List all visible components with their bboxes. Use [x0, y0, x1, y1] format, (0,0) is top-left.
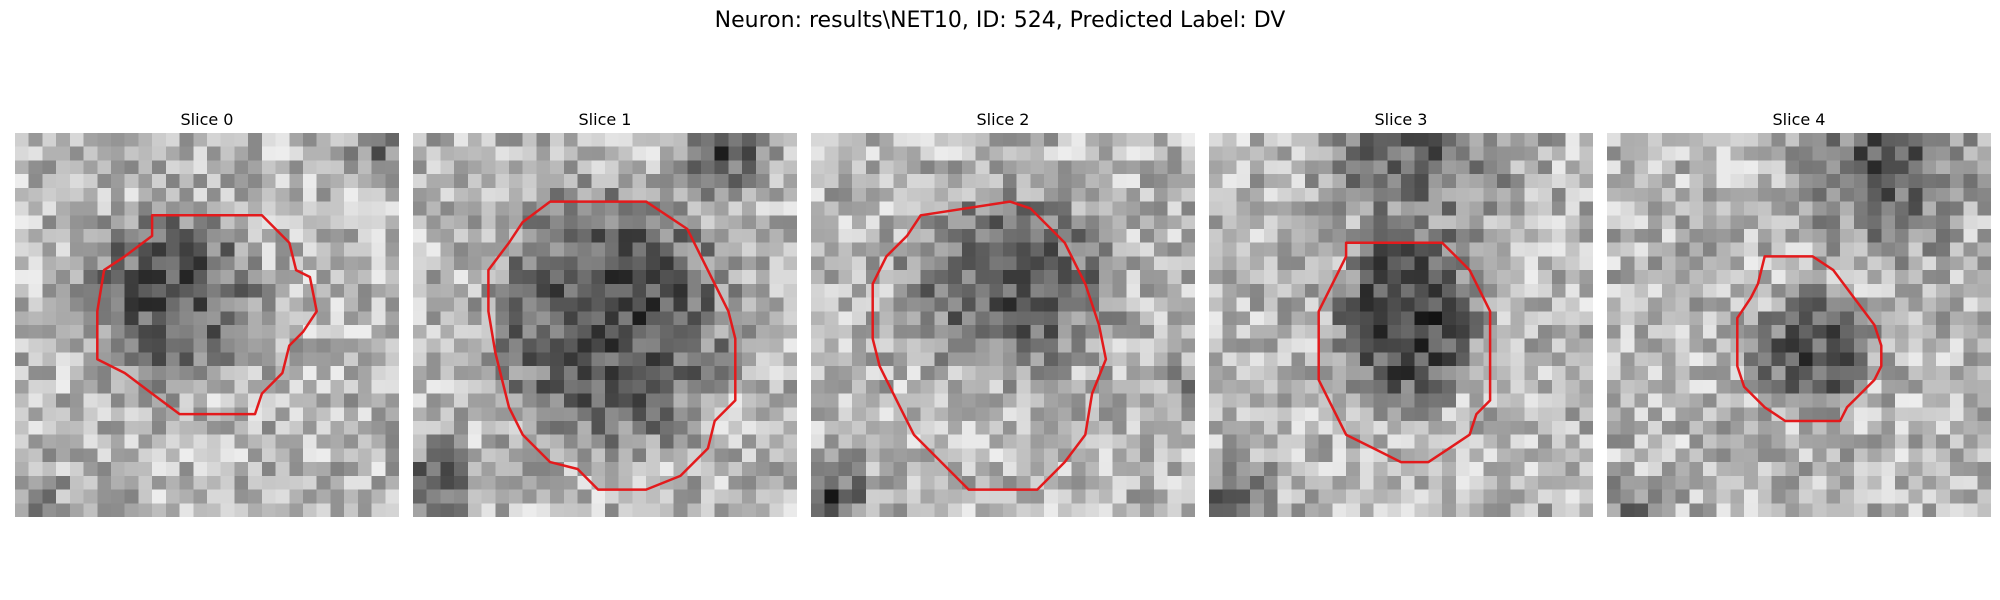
slice-title-4: Slice 4: [1772, 110, 1826, 129]
slice-panel-4: Slice 4: [1607, 110, 1991, 522]
neuron-contour: [96, 214, 318, 416]
slice-image-4: [1607, 133, 1991, 517]
slice-pixel-grid: [1209, 133, 1593, 517]
slice-pixel-grid: [15, 133, 399, 517]
neuron-contour: [1317, 241, 1492, 464]
slice-panel-3: Slice 3: [1209, 110, 1593, 522]
neuron-contour: [487, 200, 737, 491]
slice-image-1: [413, 133, 797, 517]
slice-title-1: Slice 1: [578, 110, 632, 129]
slice-image-0: [15, 133, 399, 517]
slice-panel-1: Slice 1: [413, 110, 797, 522]
slice-title-0: Slice 0: [180, 110, 234, 129]
slice-panel-2: Slice 2: [811, 110, 1195, 522]
slice-title-2: Slice 2: [976, 110, 1030, 129]
slice-image-3: [1209, 133, 1593, 517]
slice-title-3: Slice 3: [1374, 110, 1428, 129]
slice-pixel-grid: [1607, 133, 1991, 517]
slice-panel-0: Slice 0: [15, 110, 399, 522]
neuron-contour: [871, 200, 1108, 491]
figure-title: Neuron: results\NET10, ID: 524, Predicte…: [714, 8, 1286, 33]
slice-pixel-grid: [413, 133, 797, 517]
slice-pixel-grid: [811, 133, 1195, 517]
slice-image-2: [811, 133, 1195, 517]
neuron-contour: [1736, 255, 1883, 423]
